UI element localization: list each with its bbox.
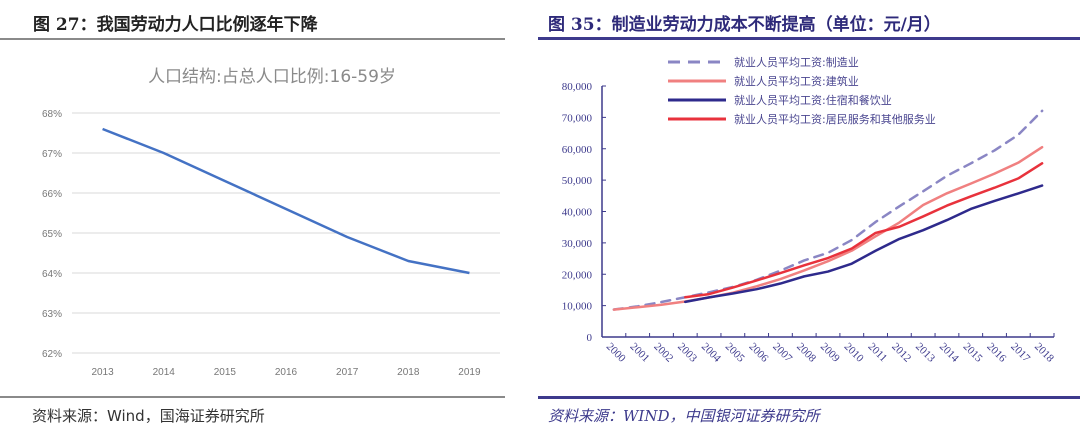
x-tick-label: 2017: [336, 367, 359, 378]
title-divider: [538, 37, 1080, 40]
x-tick-label: 2013: [91, 367, 114, 378]
y-tick-label: 50,000: [562, 175, 593, 187]
chart-title: 人口结构:占总人口比例:16-59岁: [148, 67, 396, 87]
y-tick-label: 20,000: [562, 269, 593, 281]
legend-label: 就业人员平均工资:居民服务和其他服务业: [734, 112, 936, 126]
y-tick-label: 40,000: [562, 207, 593, 219]
x-tick-label: 2012: [889, 341, 913, 365]
y-tick-label: 60,000: [562, 144, 593, 156]
x-tick-label: 2001: [628, 341, 652, 365]
y-tick-label: 67%: [42, 149, 62, 160]
series-line: [612, 145, 1044, 311]
series-line: [684, 162, 1044, 299]
x-tick-label: 2016: [275, 367, 298, 378]
legend-label: 就业人员平均工资:建筑业: [734, 74, 859, 88]
x-tick-label: 2010: [842, 341, 866, 365]
y-tick-label: 0: [587, 332, 593, 344]
x-tick-label: 2017: [1008, 341, 1032, 365]
x-tick-label: 2014: [937, 341, 961, 365]
x-tick-label: 2015: [961, 341, 985, 365]
x-tick-label: 2014: [153, 367, 176, 378]
x-tick-label: 2004: [699, 341, 723, 365]
y-tick-label: 10,000: [562, 301, 593, 313]
title-divider: [0, 38, 505, 40]
y-tick-label: 68%: [42, 109, 62, 120]
x-tick-label: 2008: [794, 341, 818, 365]
source-note: 资料来源：Wind，国海证券研究所: [32, 407, 265, 425]
y-tick-label: 62%: [42, 349, 62, 360]
x-tick-label: 2011: [865, 341, 889, 365]
wage-chart: 0 10,000 20,000 30,000 40,000 50,000 60,000 70,…: [562, 55, 1057, 365]
y-tick-label: 70,000: [562, 112, 593, 124]
x-tick-label: 2006: [747, 341, 771, 365]
x-tick-label: 2016: [984, 341, 1008, 365]
y-tick-label: 65%: [42, 229, 62, 240]
x-tick-label: 2005: [723, 341, 747, 365]
right-figure-panel: 图 35：制造业劳动力成本不断提高（单位：元/月） 0 10,000 20,000 3…: [538, 0, 1080, 431]
x-tick-label: 2013: [913, 341, 937, 365]
x-tick-label: 2002: [651, 341, 675, 365]
series-line: [684, 184, 1044, 304]
left-figure-panel: 图 27：我国劳动力人口比例逐年下降 人口结构:占总人口比例:16-59岁 62…: [0, 0, 520, 431]
y-tick-label: 66%: [42, 189, 62, 200]
figure-title: 图 35：制造业劳动力成本不断提高（单位：元/月）: [548, 15, 941, 35]
source-divider: [0, 396, 505, 398]
series-line: [102, 127, 470, 275]
x-tick-label: 2009: [818, 341, 842, 365]
x-tick-label: 2015: [214, 367, 237, 378]
population-ratio-chart: 人口结构:占总人口比例:16-59岁 62% 63% 64% 65% 66% 67% 68%…: [42, 67, 500, 378]
legend-label: 就业人员平均工资:制造业: [734, 55, 859, 69]
x-tick-label: 2018: [397, 367, 420, 378]
source-note: 资料来源：WIND，中国银河证券研究所: [548, 407, 820, 425]
series-line: [612, 109, 1044, 311]
source-divider: [538, 396, 1080, 399]
y-tick-label: 64%: [42, 269, 62, 280]
chart-legend: 就业人员平均工资:制造业就业人员平均工资:建筑业就业人员平均工资:住宿和餐饮业就…: [668, 55, 936, 126]
x-tick-label: 2003: [675, 341, 699, 365]
y-tick-label: 80,000: [562, 81, 593, 93]
x-tick-label: 2007: [770, 341, 794, 365]
x-tick-label: 2019: [458, 367, 481, 378]
figure-title: 图 27：我国劳动力人口比例逐年下降: [33, 15, 318, 35]
x-tick-label: 2000: [604, 341, 628, 365]
legend-label: 就业人员平均工资:住宿和餐饮业: [734, 93, 892, 107]
x-tick-label: 2018: [1032, 341, 1056, 365]
y-tick-label: 30,000: [562, 238, 593, 250]
y-tick-label: 63%: [42, 309, 62, 320]
